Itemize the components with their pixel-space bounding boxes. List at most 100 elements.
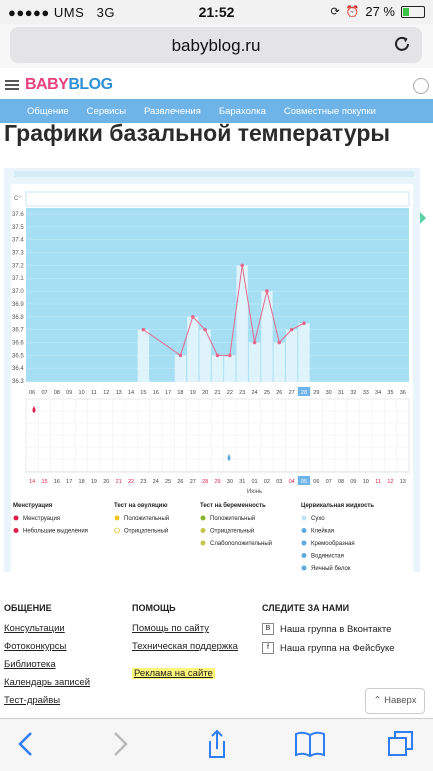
chart-panel: C° 37.6 37.5 37.4 37.3 37.2 37.1 37.0 36.9 36.8 36… [4,168,426,572]
x-date-label: 16 [54,479,60,485]
x-day-label: 36 [400,390,406,396]
x-day-label: 23 [239,390,245,396]
legend-pregnancy-item: Отрицательный [210,528,254,535]
legend-cervical-marker [301,540,307,546]
legend-ovulation-item: Отрицательный [124,528,168,535]
temperature-point [228,353,232,358]
x-day-label: 22 [227,390,233,396]
site-header: BABYBLOG [0,68,433,98]
chevron-up-icon: ⌃ [373,695,382,706]
x-day-label: 27 [289,390,295,396]
nav-item-entertainment[interactable]: Развлечения [144,105,201,117]
chart-area: C° 37.6 37.5 37.4 37.3 37.2 37.1 37.0 36.9 36.8 36… [11,184,413,572]
x-day-label: 08 [54,390,60,396]
x-day-label: 11 [91,390,97,396]
temperature-point [240,263,245,268]
clock: 21:52 [198,4,235,20]
chart-scroll-track[interactable] [14,171,414,177]
address-bar[interactable]: babyblog.ru [10,27,422,63]
fluid-drop-icon [227,454,231,461]
x-day-label: 12 [103,390,109,396]
menu-icon[interactable] [5,80,19,90]
y-tick-label: 36.9 [12,302,24,308]
temperature-point [178,353,183,358]
nav-item-joint-purchases[interactable]: Совместные покупки [283,105,376,117]
x-date-label: 19 [91,479,97,485]
legend-pregnancy-item: Слабоположительный [210,540,272,547]
carrier: ●●●●● UMS 3G [8,5,115,20]
tabs-icon[interactable] [386,729,416,759]
footer-link[interactable]: Библиотека [4,659,56,670]
legend-pregnancy-marker [200,528,206,533]
x-day-label: 13 [116,390,122,396]
month-label: Июнь [247,489,262,495]
temp-bar [285,329,298,382]
bookmarks-icon[interactable] [293,729,327,759]
battery-icon [401,5,425,18]
footer-link[interactable]: Техническая поддержка [132,641,238,652]
x-date-label: 31 [239,479,245,485]
temperature-point [203,327,207,332]
temperature-point [215,353,220,358]
y-axis-label: C° [14,196,21,202]
nav-item-communication[interactable]: Общение [27,105,69,117]
legend-pregnancy-marker [200,515,206,521]
scroll-right-icon[interactable] [420,212,426,224]
site-logo[interactable]: BABYBLOG [25,76,113,93]
x-date-label: 09 [350,479,356,485]
forward-icon[interactable] [104,729,134,759]
x-day-label: 15 [140,390,146,396]
footer-link-ads[interactable]: Реклама на сайте [132,668,215,679]
legend-cervical-marker [301,515,307,521]
y-tick-label: 37.0 [12,289,24,295]
x-date-label: 20 [103,479,109,485]
legend-cervical-marker [301,565,307,571]
temp-bar [199,329,211,382]
x-day-label: 21 [214,390,220,396]
footer-link[interactable]: Фотоконкурсы [4,641,67,652]
share-icon[interactable] [202,729,232,759]
vk-link[interactable]: B Наша группа в Вконтакте [262,623,395,635]
battery-percent: 27 % [365,4,395,19]
temperature-point [141,327,146,332]
legend-menstruation-marker [13,515,19,521]
legend-menstruation-title: Менструация [13,503,53,509]
temp-bar [261,291,273,382]
x-day-label: 25 [264,390,270,396]
x-day-label: 18 [177,390,183,396]
y-tick-label: 37.4 [12,238,24,244]
y-tick-label: 36.5 [12,353,24,359]
y-tick-label: 37.5 [12,225,24,231]
legend-cervical-marker [301,553,307,558]
x-day-label: 34 [375,390,381,396]
nav-item-flea-market[interactable]: Барахолка [218,105,266,117]
main-nav: Общение Сервисы Развлечения Барахолка Со… [0,99,433,123]
footer-link[interactable]: Календарь записей [4,677,91,688]
temperature-point [265,289,269,293]
x-date-label: 26 [177,479,183,485]
footer-link[interactable]: Консультации [4,623,65,634]
x-date-label: 18 [79,479,85,485]
temperature-point [190,314,195,319]
temp-bar [224,355,236,382]
x-day-label: 24 [252,390,258,396]
legend-menstruation-item: Менструация [23,516,60,522]
nav-item-services[interactable]: Сервисы [86,105,127,117]
reload-icon[interactable] [392,34,412,54]
legend-cervical-item: Яичный белок [311,565,351,572]
plot-top-strip [25,191,410,207]
bbt-chart: C° 37.6 37.5 37.4 37.3 37.2 37.1 37.0 36.9 36.8 36… [12,191,410,572]
back-icon[interactable] [12,729,42,759]
browser-toolbar [0,718,433,771]
footer-link[interactable]: Помощь по сайту [132,623,209,634]
chat-icon[interactable] [413,78,429,94]
back-to-top-button[interactable]: ⌃ Наверх [365,688,425,714]
footer-col-help: ПОМОЩЬ Помощь по сайту Техническая подде… [132,603,238,686]
legend-cervical-item: Водянистая [311,554,344,560]
highlight-day-cell [297,387,311,396]
site-footer: ОБЩЕНИЕ Консультации Фотоконкурсы Библио… [0,603,433,718]
x-date-label: 29 [214,479,220,485]
x-date-label: 23 [140,479,146,485]
facebook-link[interactable]: f Наша группа на Фейсбуке [262,642,395,654]
footer-link[interactable]: Тест-драйвы [4,695,61,706]
